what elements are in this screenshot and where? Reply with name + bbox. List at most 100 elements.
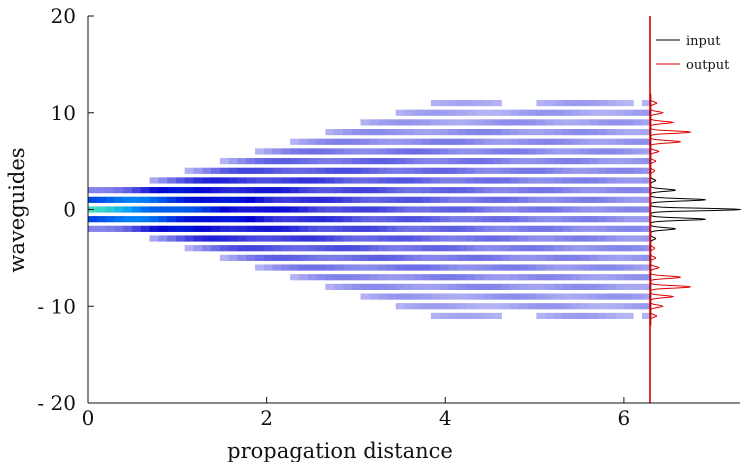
heatmap-cell	[114, 206, 124, 213]
heatmap-cell	[492, 177, 502, 184]
heatmap-cell	[290, 245, 300, 252]
heatmap-cell	[131, 206, 142, 213]
heatmap-cell	[430, 148, 441, 155]
heatmap-cell	[404, 119, 414, 126]
heatmap-cell	[466, 167, 476, 174]
heatmap-cell	[545, 274, 555, 281]
heatmap-cell	[483, 293, 494, 300]
heatmap-cell	[378, 206, 388, 213]
heatmap-cell	[228, 254, 239, 261]
heatmap-cell	[536, 312, 546, 320]
heatmap-cell	[553, 138, 564, 145]
heatmap-cell	[422, 293, 432, 300]
heatmap-cell	[395, 274, 406, 281]
heatmap-cell	[413, 158, 423, 165]
heatmap-cell	[466, 225, 476, 232]
heatmap-cell	[430, 129, 441, 136]
heatmap-cell	[545, 148, 555, 155]
heatmap-cell	[501, 254, 511, 261]
heatmap-cell	[448, 148, 458, 155]
heatmap-cell	[510, 129, 520, 136]
heatmap-cell	[351, 158, 362, 165]
heatmap-cell	[237, 245, 247, 252]
heatmap-cell	[219, 216, 230, 223]
heatmap-cell	[386, 216, 397, 223]
heatmap-cell	[325, 283, 335, 290]
heatmap-cell	[597, 235, 608, 242]
heatmap-cell	[466, 206, 476, 213]
heatmap-cell	[562, 148, 573, 155]
heatmap-cell	[316, 235, 326, 242]
heatmap-cell	[448, 158, 458, 165]
heatmap-cell	[184, 196, 195, 203]
heatmap-cell	[369, 177, 379, 184]
heatmap-cell	[501, 206, 511, 213]
heatmap-cell	[395, 109, 406, 116]
heatmap-cell	[536, 264, 546, 271]
heatmap-cell	[510, 235, 520, 242]
heatmap-cell	[325, 206, 335, 213]
heatmap-cell	[474, 235, 485, 242]
x-axis-label: propagation distance	[227, 439, 453, 462]
heatmap-cell	[281, 158, 291, 165]
heatmap-cell	[562, 312, 573, 320]
heatmap-cell	[474, 274, 485, 281]
heatmap-cell	[342, 235, 353, 242]
heatmap-cell	[580, 119, 590, 126]
heatmap-cell	[386, 196, 397, 203]
heatmap-cell	[360, 274, 370, 281]
heatmap-cell	[606, 235, 617, 242]
heatmap-cell	[457, 119, 467, 126]
heatmap-cell	[430, 274, 441, 281]
heatmap-cell	[553, 264, 564, 271]
heatmap-cell	[606, 158, 617, 165]
heatmap-cell	[474, 129, 485, 136]
heatmap-cell	[536, 283, 546, 290]
heatmap-cell	[641, 177, 652, 184]
heatmap-cell	[615, 216, 625, 223]
heatmap-cell	[448, 216, 458, 223]
heatmap-cell	[474, 216, 485, 223]
heatmap-cell	[439, 167, 450, 174]
heatmap-cell	[510, 119, 520, 126]
heatmap-cell	[272, 196, 283, 203]
heatmap-cell	[633, 274, 643, 281]
heatmap-cell	[290, 264, 300, 271]
heatmap-cell	[246, 196, 256, 203]
heatmap-cell	[641, 196, 652, 203]
heatmap-cell	[641, 303, 652, 310]
heatmap-cell	[430, 177, 441, 184]
heatmap-cell	[272, 264, 283, 271]
heatmap-cell	[615, 138, 625, 145]
heatmap-cell	[589, 138, 599, 145]
heatmap-cell	[624, 293, 634, 300]
heatmap-cell	[580, 109, 590, 116]
heatmap-cell	[439, 293, 450, 300]
heatmap-cell	[386, 245, 397, 252]
heatmap-cell	[641, 235, 652, 242]
heatmap-cell	[342, 283, 353, 290]
heatmap-cell	[263, 187, 274, 194]
heatmap-cell	[219, 245, 230, 252]
heatmap-cell	[518, 283, 529, 290]
heatmap-cell	[448, 206, 458, 213]
heatmap-cell	[633, 187, 643, 194]
heatmap-cell	[351, 235, 362, 242]
heatmap-cell	[351, 138, 362, 145]
heatmap-cell	[263, 196, 274, 203]
heatmap-cell	[202, 245, 212, 252]
heatmap-cell	[184, 187, 195, 194]
heatmap-cell	[369, 167, 379, 174]
heatmap-cell	[527, 129, 537, 136]
heatmap-cell	[606, 138, 617, 145]
heatmap-cell	[624, 245, 634, 252]
heatmap-cell	[360, 148, 370, 155]
heatmap-cell	[430, 119, 441, 126]
heatmap-cell	[193, 245, 203, 252]
heatmap-cell	[580, 274, 590, 281]
heatmap-cell	[272, 235, 283, 242]
heatmap-cell	[413, 235, 423, 242]
heatmap-cell	[633, 177, 643, 184]
heatmap-cell	[571, 264, 581, 271]
heatmap-cell	[342, 225, 353, 232]
